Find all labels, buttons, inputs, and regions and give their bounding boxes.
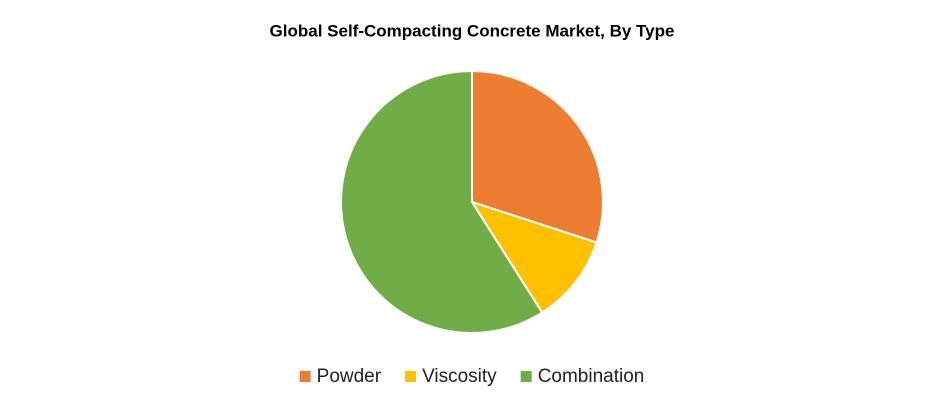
legend-swatch bbox=[520, 371, 532, 382]
pie-slice bbox=[340, 69, 544, 334]
legend-label: Combination bbox=[538, 366, 645, 387]
pie-slice bbox=[469, 200, 598, 314]
legend-swatch bbox=[405, 371, 417, 382]
pie-slice bbox=[471, 69, 604, 244]
chart-title: Global Self-Compacting Concrete Market, … bbox=[270, 21, 675, 40]
legend-swatch bbox=[299, 371, 311, 382]
legend-label: Powder bbox=[317, 366, 382, 387]
legend-label: Viscosity bbox=[422, 366, 497, 387]
